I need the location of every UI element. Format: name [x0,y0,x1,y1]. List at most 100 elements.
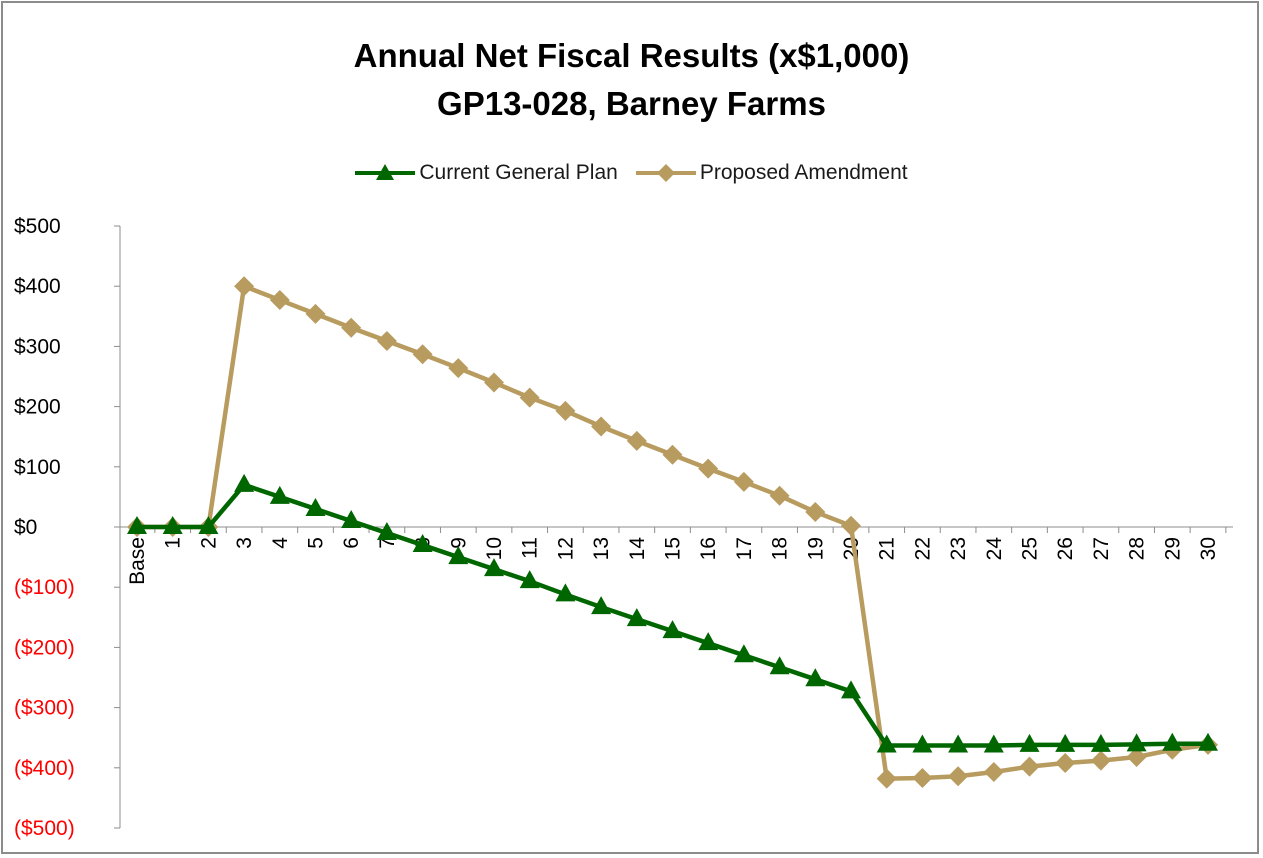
x-tick-label: 24 [983,537,1006,561]
x-tick-label: 23 [947,537,970,560]
data-point-diamond [269,290,290,311]
data-point-triangle [269,485,290,504]
data-point-triangle [198,516,219,534]
chart-legend: Current General Plan Proposed Amendment [0,158,1263,188]
data-point-diamond [983,762,1004,783]
x-tick-label: 2 [197,537,220,549]
data-point-triangle [769,656,790,675]
x-tick-label: 28 [1126,537,1149,560]
data-point-triangle [1055,733,1076,752]
data-point-diamond [1019,756,1040,777]
data-point-diamond [876,768,897,789]
y-tick-label: ($500) [14,817,75,840]
data-point-triangle [519,570,540,589]
x-tick-label: 17 [733,537,756,560]
legend-swatch-diamond-icon [635,164,696,182]
chart-title: Annual Net Fiscal Results (x$1,000) [353,37,910,74]
data-point-triangle [127,516,147,534]
data-point-diamond [698,458,719,479]
data-point-triangle [448,546,469,565]
x-tick-label: Base [126,537,149,585]
y-tick-label: ($300) [14,697,75,720]
data-point-diamond [948,766,969,787]
series-line-current-general-plan [137,482,1208,748]
x-tick-label: 9 [447,537,470,549]
data-point-triangle [948,734,969,753]
data-point-diamond [555,400,576,421]
x-tick-label: 6 [340,537,363,549]
data-point-triangle [305,497,326,516]
data-point-triangle [733,644,754,663]
x-tick-label: 29 [1161,537,1184,560]
data-point-triangle [1090,733,1111,752]
data-point-triangle [698,632,719,651]
data-point-diamond [1090,750,1111,771]
y-tick-label: ($100) [14,576,75,599]
legend-swatch-triangle-icon [355,164,416,180]
data-point-triangle [341,509,362,528]
x-tick-label: 13 [590,537,613,560]
x-tick-label: 30 [1197,537,1220,560]
data-point-diamond [662,444,683,465]
data-point-diamond [448,358,469,379]
x-tick-label: 15 [662,537,685,560]
x-tick-label: 27 [1090,537,1113,560]
legend-label: Proposed Amendment [699,161,908,184]
data-point-triangle [234,473,255,492]
data-point-triangle [662,620,683,639]
x-tick-label: 19 [804,537,827,560]
x-tick-label: 14 [626,537,649,561]
y-tick-label: $500 [14,215,61,238]
legend-label: Current General Plan [419,161,618,184]
x-tick-label: 11 [519,537,542,559]
data-point-diamond [1126,746,1147,767]
data-point-diamond [484,372,504,393]
data-point-triangle [1019,733,1040,752]
data-point-diamond [234,276,255,297]
x-tick-label: 16 [697,537,720,560]
y-tick-label: $200 [14,396,61,419]
data-point-triangle [805,668,826,687]
x-tick-label: 12 [554,537,577,560]
y-tick-label: $400 [14,275,61,298]
y-tick-label: $0 [14,516,37,539]
x-tick-label: 26 [1054,537,1077,560]
data-point-diamond [591,416,612,437]
data-point-triangle [412,534,433,553]
data-point-triangle [1162,732,1183,751]
legend-item-current-general-plan: Current General Plan [355,161,618,185]
x-tick-label: 7 [376,537,399,549]
data-point-diamond [305,303,326,324]
y-tick-label: ($400) [14,757,75,780]
data-point-triangle [376,522,397,541]
x-tick-label: 3 [233,537,256,549]
data-point-diamond [769,485,790,506]
data-point-diamond [519,387,540,408]
y-tick-label: $300 [14,335,61,358]
y-tick-label: $100 [14,456,61,479]
data-point-triangle [1126,733,1147,752]
data-point-triangle [555,583,576,602]
x-tick-label: 4 [269,537,292,549]
data-point-diamond [912,768,933,789]
data-point-diamond [412,344,433,365]
data-point-triangle [876,734,897,753]
x-tick-label: 18 [769,537,792,560]
x-tick-label: 5 [305,537,328,549]
x-tick-label: 21 [876,537,899,560]
data-point-triangle [626,608,647,627]
data-point-diamond [376,330,397,351]
data-point-diamond [626,430,647,451]
data-point-triangle [983,734,1004,753]
data-point-triangle [1198,732,1218,751]
x-tick-label: 22 [911,537,934,560]
data-point-triangle [841,680,861,699]
data-point-diamond [841,515,861,536]
legend-item-proposed-amendment: Proposed Amendment [635,161,908,185]
data-point-diamond [341,317,362,338]
data-point-triangle [591,596,612,615]
x-tick-label: 10 [483,537,506,560]
y-tick-label: ($200) [14,636,75,659]
data-point-triangle [484,558,504,577]
